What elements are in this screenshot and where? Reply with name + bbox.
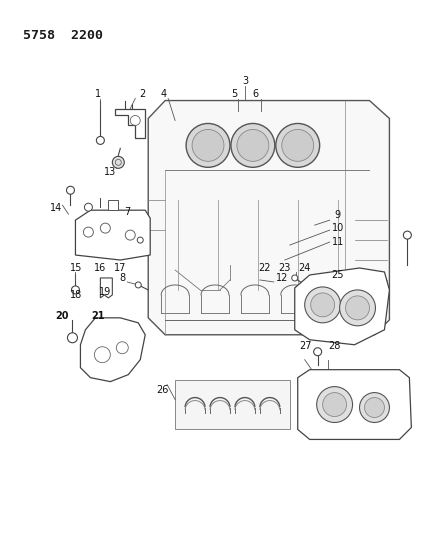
Polygon shape xyxy=(75,210,150,260)
Circle shape xyxy=(345,296,369,320)
Text: 14: 14 xyxy=(51,203,62,213)
Circle shape xyxy=(96,136,104,144)
Text: 15: 15 xyxy=(70,263,83,273)
Circle shape xyxy=(276,124,320,167)
Text: 5: 5 xyxy=(231,88,237,99)
Circle shape xyxy=(192,130,224,161)
Text: 18: 18 xyxy=(70,290,83,300)
Circle shape xyxy=(365,398,384,417)
Polygon shape xyxy=(108,200,118,210)
Text: 9: 9 xyxy=(335,210,341,220)
Polygon shape xyxy=(148,101,389,335)
Text: 7: 7 xyxy=(124,207,131,217)
Circle shape xyxy=(135,282,141,288)
Polygon shape xyxy=(175,379,290,430)
Text: 12: 12 xyxy=(276,273,288,283)
Circle shape xyxy=(292,275,298,281)
Circle shape xyxy=(403,231,411,239)
Circle shape xyxy=(360,393,389,423)
Circle shape xyxy=(71,286,80,294)
Text: 13: 13 xyxy=(104,167,116,177)
Text: 19: 19 xyxy=(99,287,111,297)
Text: 20: 20 xyxy=(56,311,69,321)
Circle shape xyxy=(66,186,74,194)
Circle shape xyxy=(282,130,314,161)
Polygon shape xyxy=(295,268,389,345)
Circle shape xyxy=(137,237,143,243)
Text: 11: 11 xyxy=(331,237,344,247)
Polygon shape xyxy=(298,370,411,439)
Text: 4: 4 xyxy=(160,88,166,99)
Text: 26: 26 xyxy=(156,385,168,394)
Circle shape xyxy=(311,293,335,317)
Text: 1: 1 xyxy=(95,88,101,99)
Circle shape xyxy=(237,130,269,161)
Text: 27: 27 xyxy=(300,341,312,351)
Circle shape xyxy=(305,287,341,323)
Circle shape xyxy=(323,393,347,416)
Text: 28: 28 xyxy=(328,341,341,351)
Text: 24: 24 xyxy=(298,263,311,273)
Text: 6: 6 xyxy=(253,88,259,99)
Circle shape xyxy=(68,333,77,343)
Text: 5758  2200: 5758 2200 xyxy=(23,29,103,42)
Circle shape xyxy=(186,124,230,167)
Text: 22: 22 xyxy=(259,263,271,273)
Text: 16: 16 xyxy=(94,263,107,273)
Circle shape xyxy=(317,386,353,423)
Text: 17: 17 xyxy=(114,263,127,273)
Text: 2: 2 xyxy=(139,88,146,99)
Polygon shape xyxy=(115,109,145,139)
Circle shape xyxy=(314,348,322,356)
Circle shape xyxy=(84,203,92,211)
Text: 25: 25 xyxy=(331,270,344,280)
Polygon shape xyxy=(80,318,145,382)
Circle shape xyxy=(231,124,275,167)
Text: 21: 21 xyxy=(92,311,105,321)
Circle shape xyxy=(112,156,124,168)
Text: 3: 3 xyxy=(242,76,248,86)
Text: 10: 10 xyxy=(331,223,344,233)
Circle shape xyxy=(339,290,375,326)
Polygon shape xyxy=(101,278,112,298)
Text: 8: 8 xyxy=(119,273,125,283)
Text: 23: 23 xyxy=(279,263,291,273)
